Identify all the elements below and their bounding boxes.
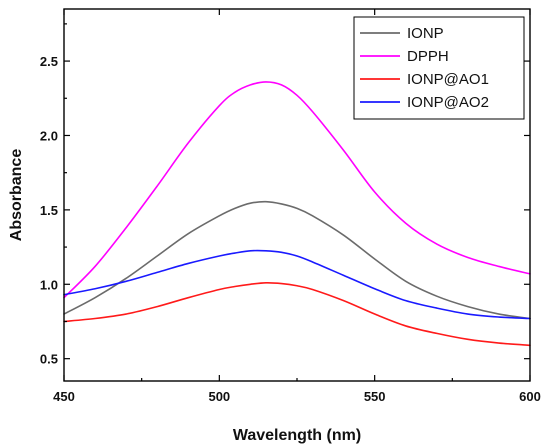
y-tick-label: 2.5 <box>40 54 58 69</box>
legend-label-ionp-ao1: IONP@AO1 <box>407 71 489 88</box>
y-tick-label: 2.0 <box>40 128 58 143</box>
x-tick-label: 550 <box>364 389 386 404</box>
x-axis-title: Wavelength (nm) <box>233 427 361 444</box>
x-tick-label: 450 <box>53 389 75 404</box>
y-tick-label: 1.5 <box>40 203 58 218</box>
legend-label-dpph: DPPH <box>407 48 449 65</box>
y-tick-label: 1.0 <box>40 277 58 292</box>
y-axis-title: Absorbance <box>8 149 25 242</box>
ticks-layer: 450 500 550 600 0.5 1.0 1.5 2.0 2.5 <box>40 9 541 404</box>
series-line-ionp-ao1 <box>63 281 531 347</box>
legend-box <box>353 16 525 120</box>
series-line-ionp <box>63 200 531 320</box>
series-line-dpph <box>63 81 531 299</box>
series-line-ionp-ao2 <box>63 249 531 320</box>
y-tick-label: 0.5 <box>40 352 58 367</box>
x-tick-label: 500 <box>208 389 230 404</box>
x-tick-label: 600 <box>519 389 541 404</box>
legend-label-ionp: IONP <box>407 25 444 42</box>
legend-label-ionp-ao2: IONP@AO2 <box>407 94 489 111</box>
legend: IONP DPPH IONP@AO1 IONP@AO2 <box>353 16 525 120</box>
series-layer <box>63 81 531 347</box>
